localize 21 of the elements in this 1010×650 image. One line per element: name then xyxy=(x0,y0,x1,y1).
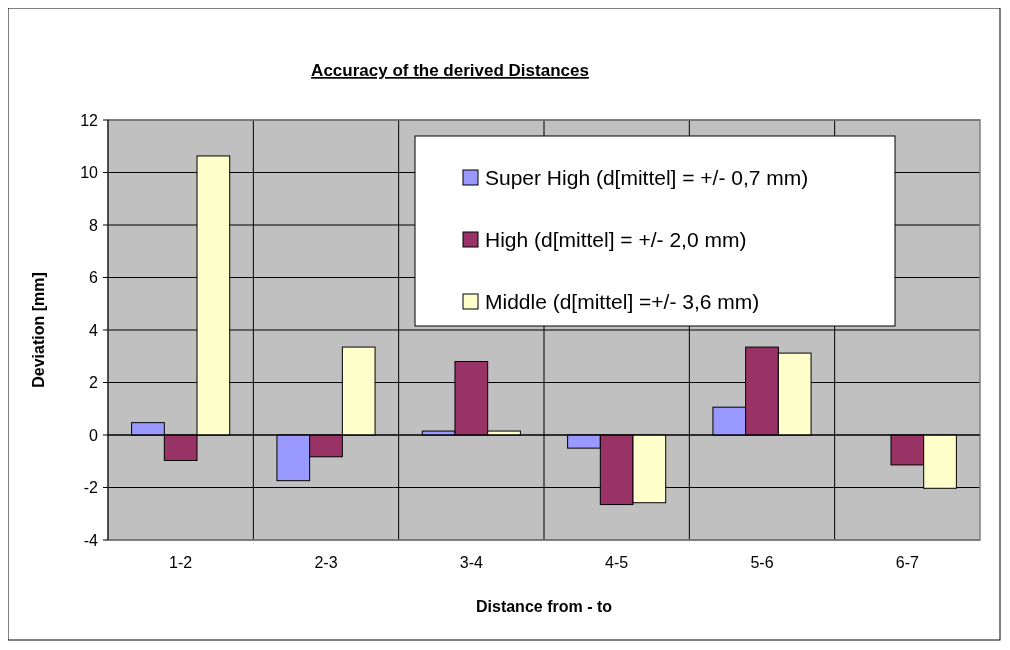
y-tick-label: 0 xyxy=(89,426,99,444)
y-tick-label: 2 xyxy=(89,374,99,392)
x-axis-title: Distance from - to xyxy=(475,598,613,615)
x-tick-label: 4-5 xyxy=(605,554,629,571)
y-tick-label: 10 xyxy=(80,164,99,182)
x-tick-label: 5-6 xyxy=(750,554,774,571)
chart-title: Accuracy of the derived Distances xyxy=(311,61,589,80)
y-tick-label: 6 xyxy=(89,269,99,287)
legend-label: Super High (d[mittel] = +/- 0,7 mm) xyxy=(485,166,809,190)
y-tick-label: -2 xyxy=(83,479,99,497)
y-axis-title: Deviation [mm] xyxy=(30,272,47,388)
x-tick-label: 1-2 xyxy=(169,554,193,571)
legend-label: Middle (d[mittel] =+/- 3,6 mm) xyxy=(485,290,760,314)
x-tick-label: 6-7 xyxy=(895,554,919,571)
x-tick-label: 3-4 xyxy=(459,554,483,571)
legend-label: High (d[mittel] = +/- 2,0 mm) xyxy=(485,228,747,252)
x-tick-label: 2-3 xyxy=(314,554,338,571)
y-tick-label: 8 xyxy=(89,216,99,234)
y-tick-label: 12 xyxy=(80,111,99,129)
y-tick-label: 4 xyxy=(89,321,99,339)
y-tick-label: -4 xyxy=(83,531,99,549)
